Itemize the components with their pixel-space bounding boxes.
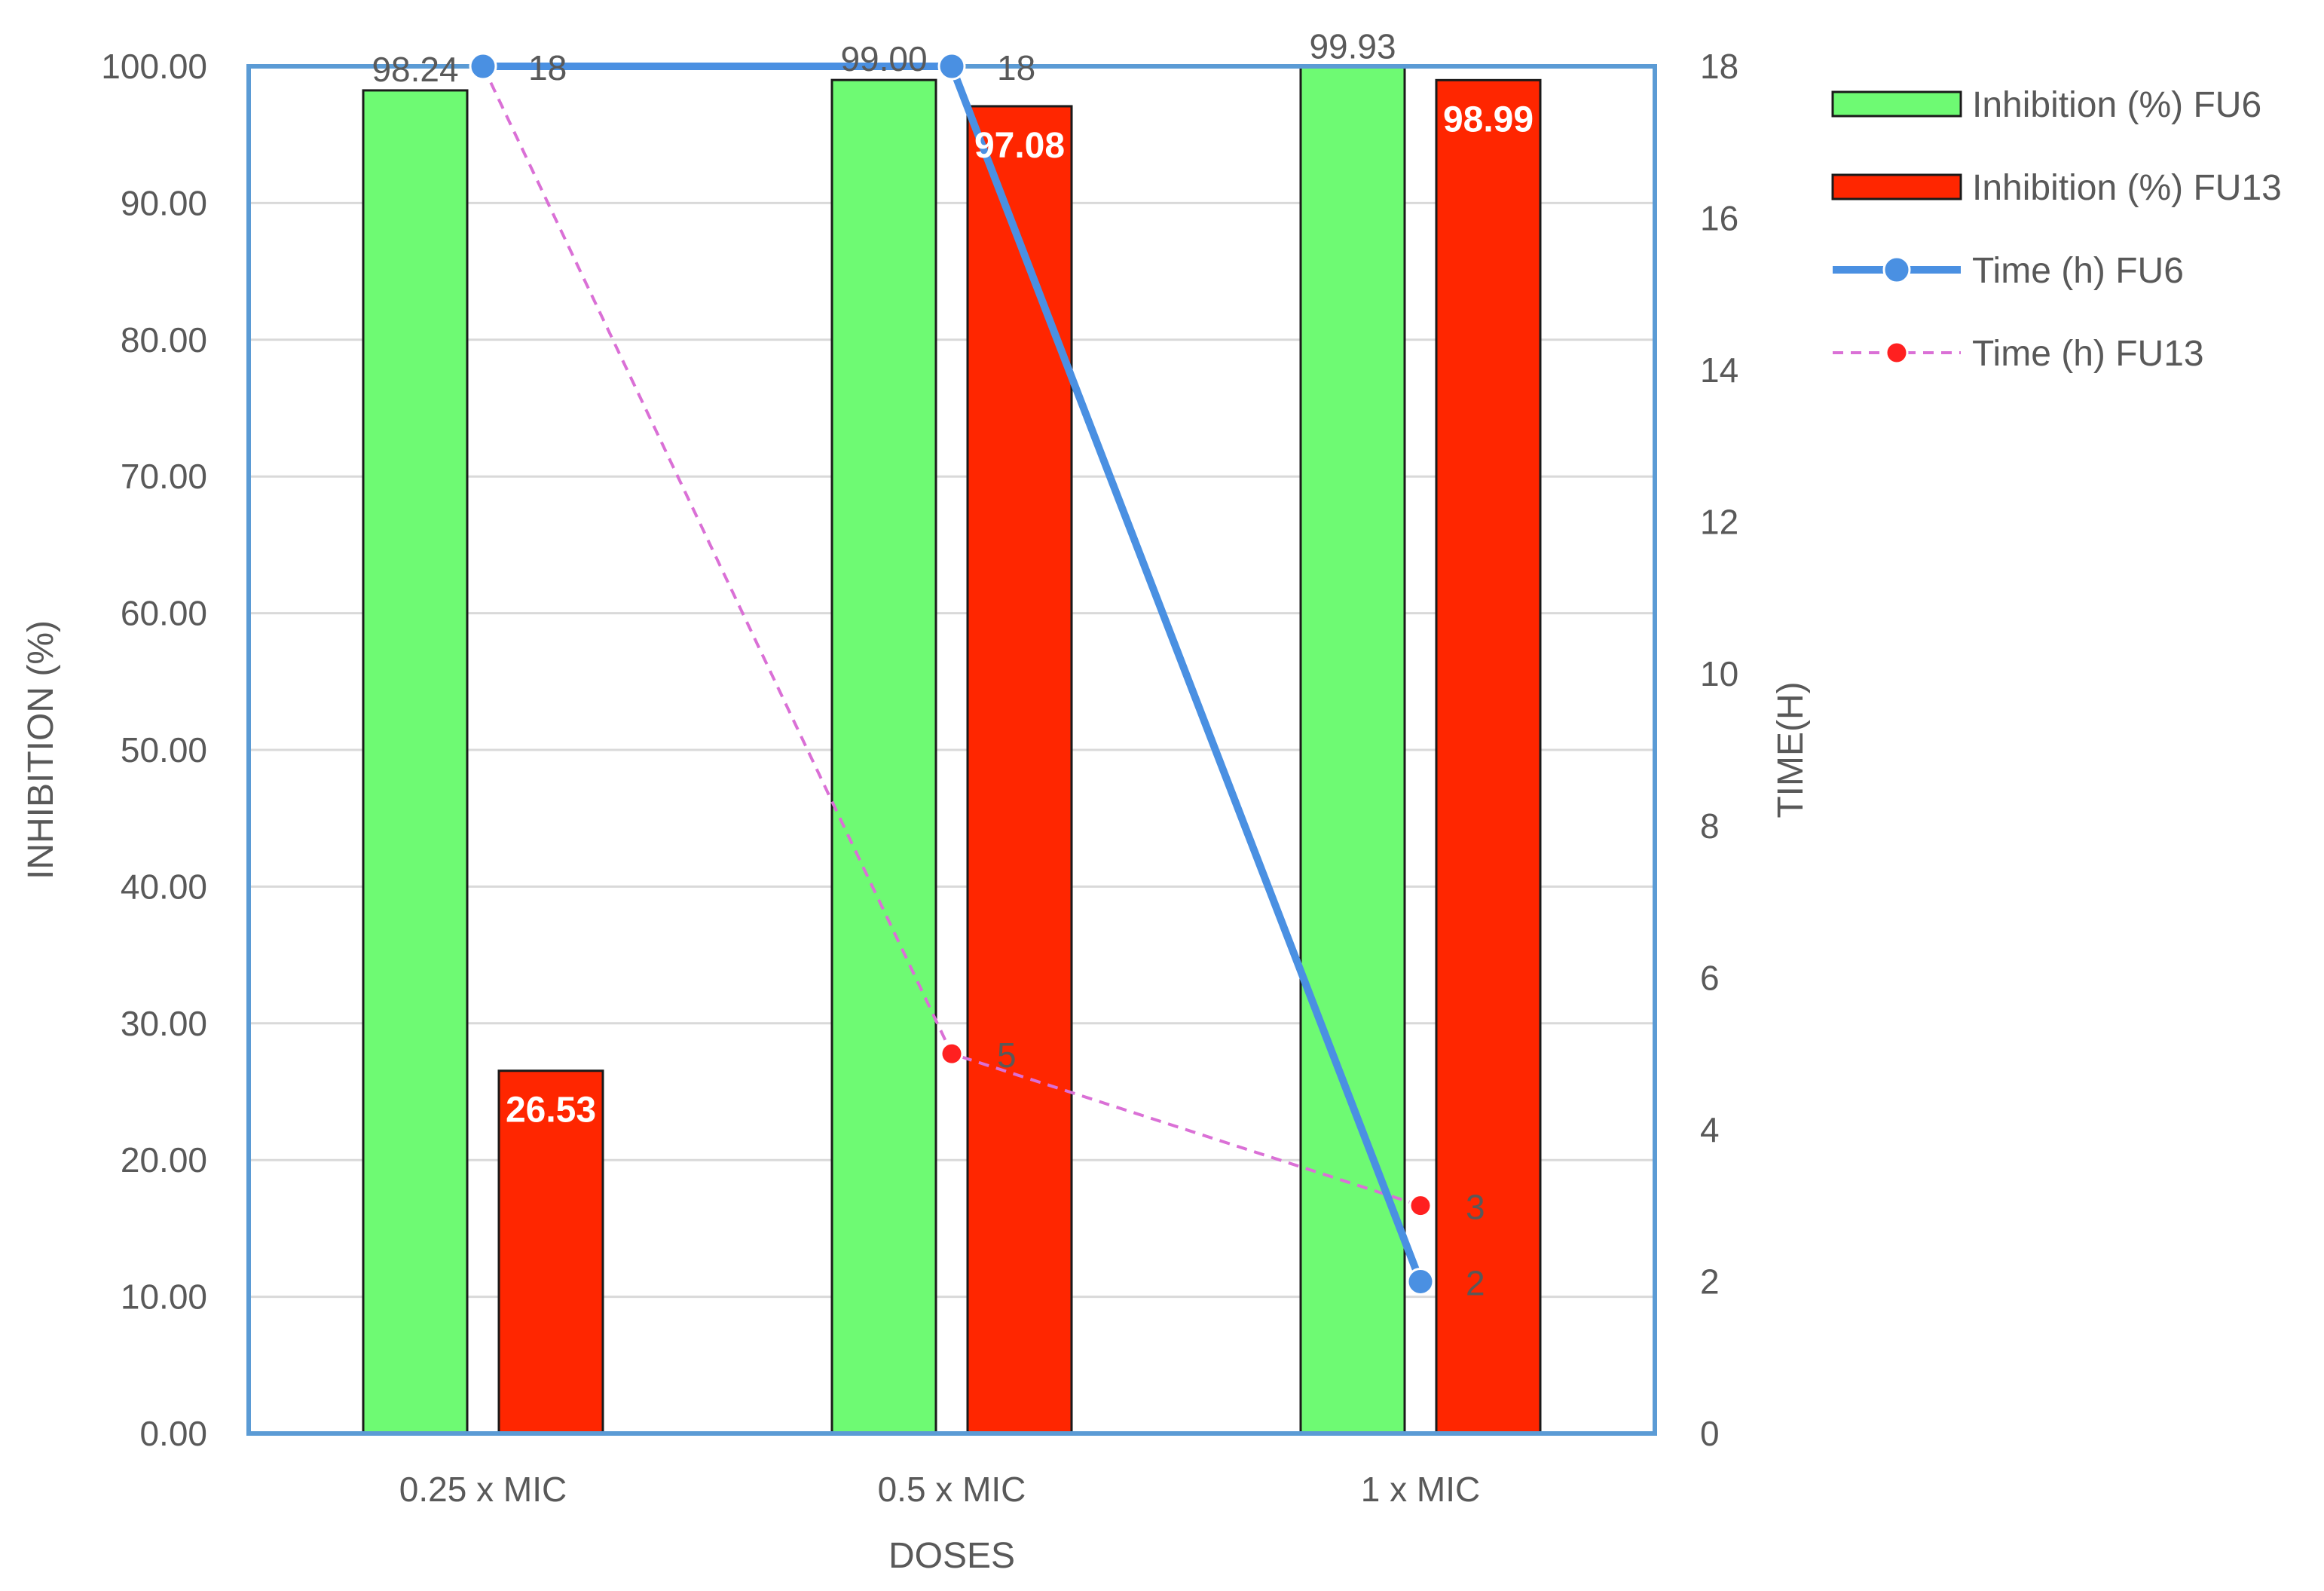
point-label-time-h-fu6-0-5-x-mic: 18 <box>997 48 1035 87</box>
legend-swatch <box>1831 173 1962 200</box>
point-label-time-h-fu6-1-x-mic: 2 <box>1466 1263 1485 1302</box>
y2-tick-label: 8 <box>1700 806 1720 846</box>
y2-axis-title: TIME(H) <box>1771 681 1811 818</box>
bar-label-inhibition-fu6-0-25-x-mic: 98.24 <box>372 50 458 89</box>
series-lines <box>469 52 1435 1296</box>
x-tick-label-0-5-x-mic: 0.5 x MIC <box>878 1470 1026 1509</box>
bar-inhibition-fu6-0-5-x-mic <box>830 78 937 1435</box>
y2-tick-label: 18 <box>1700 47 1738 86</box>
y-axis-title: INHIBITION (%) <box>21 620 61 880</box>
y-tick-label: 30.00 <box>121 1004 207 1043</box>
y2-tick-label: 4 <box>1700 1110 1720 1149</box>
point-time-h-fu13-0-5-x-mic <box>940 1042 964 1066</box>
y-tick-label: 80.00 <box>121 320 207 360</box>
y-tick-label: 70.00 <box>121 457 207 496</box>
bar-label-inhibition-fu13-0-25-x-mic: 26.53 <box>506 1091 596 1131</box>
legend-item-inhibition-fu13: Inhibition (%) FU13 <box>1831 168 2282 208</box>
line-time-h-fu6 <box>483 63 1424 1284</box>
point-time-h-fu6-1-x-mic <box>1406 1267 1435 1296</box>
legend-marker <box>1885 341 1909 365</box>
point-label-time-h-fu13-0-25-x-mic: 18 <box>528 48 567 87</box>
bar-inhibition-fu13-0-5-x-mic <box>966 105 1073 1435</box>
x-tick-label-0-25-x-mic: 0.25 x MIC <box>399 1470 567 1509</box>
y2-tick-label: 12 <box>1700 503 1738 542</box>
legend-label: Inhibition (%) FU13 <box>1972 168 2282 208</box>
y-tick-label: 40.00 <box>121 867 207 906</box>
legend: Inhibition (%) FU6 Inhibition (%) FU13 Tim… <box>1831 85 2282 374</box>
y-axis-ticks: 0.00 10.00 20.00 30.00 40.00 50.00 60.00 70.00 8… <box>101 47 207 1453</box>
legend-label: Time (h) FU6 <box>1972 251 2184 291</box>
legend-marker <box>1882 255 1911 284</box>
bar-label-inhibition-fu6-0-5-x-mic: 99.00 <box>840 39 927 78</box>
y-tick-label: 50.00 <box>121 730 207 769</box>
point-time-h-fu6-0-5-x-mic <box>937 52 966 81</box>
x-tick-label-1-x-mic: 1 x MIC <box>1361 1470 1480 1509</box>
bar-label-inhibition-fu6-1-x-mic: 99.93 <box>1309 26 1396 66</box>
y-tick-label: 0.00 <box>139 1414 207 1453</box>
y-tick-label: 60.00 <box>121 594 207 633</box>
bar-inhibition-fu13-1-x-mic <box>1435 78 1542 1435</box>
bar-label-inhibition-fu13-0-5-x-mic: 97.08 <box>974 126 1065 166</box>
legend-swatch <box>1831 90 1962 118</box>
point-label-time-h-fu13-1-x-mic: 3 <box>1466 1188 1485 1227</box>
legend-item-inhibition-fu6: Inhibition (%) FU6 <box>1831 85 2261 125</box>
y2-axis-ticks: 0 2 4 6 8 10 12 14 16 18 <box>1700 47 1738 1453</box>
y2-tick-label: 16 <box>1700 199 1738 238</box>
bar-inhibition-fu13-0-25-x-mic <box>497 1069 604 1435</box>
legend-label: Inhibition (%) FU6 <box>1972 85 2261 125</box>
legend-item-time-h-fu6: Time (h) FU6 <box>1833 251 2184 291</box>
y2-tick-label: 14 <box>1700 350 1738 390</box>
point-label-time-h-fu13-0-5-x-mic: 5 <box>997 1036 1017 1075</box>
x-axis-ticks: 0.25 x MIC 0.5 x MIC 1 x MIC <box>399 1470 1480 1509</box>
y2-tick-label: 2 <box>1700 1262 1720 1301</box>
y-tick-label: 10.00 <box>121 1277 207 1317</box>
bar-label-inhibition-fu13-1-x-mic: 98.99 <box>1443 99 1534 139</box>
point-time-h-fu6-0-25-x-mic <box>469 52 497 81</box>
legend-label: Time (h) FU13 <box>1972 334 2204 374</box>
point-label-time-h-fu6-0-25-x-mic: 18 <box>528 48 567 87</box>
bar-inhibition-fu6-0-25-x-mic <box>362 89 469 1435</box>
bar-inhibition-fu6-1-x-mic <box>1299 66 1406 1435</box>
y-tick-label: 20.00 <box>121 1140 207 1179</box>
y2-tick-label: 10 <box>1700 654 1738 693</box>
legend-item-time-h-fu13: Time (h) FU13 <box>1833 334 2204 374</box>
line-time-h-fu13 <box>482 66 1421 1207</box>
y2-tick-label: 0 <box>1700 1414 1720 1453</box>
y-tick-label: 100.00 <box>101 47 207 86</box>
y-tick-label: 90.00 <box>121 183 207 222</box>
point-time-h-fu13-1-x-mic <box>1408 1194 1433 1218</box>
y2-tick-label: 6 <box>1700 958 1720 997</box>
x-axis-title: DOSES <box>888 1536 1015 1576</box>
